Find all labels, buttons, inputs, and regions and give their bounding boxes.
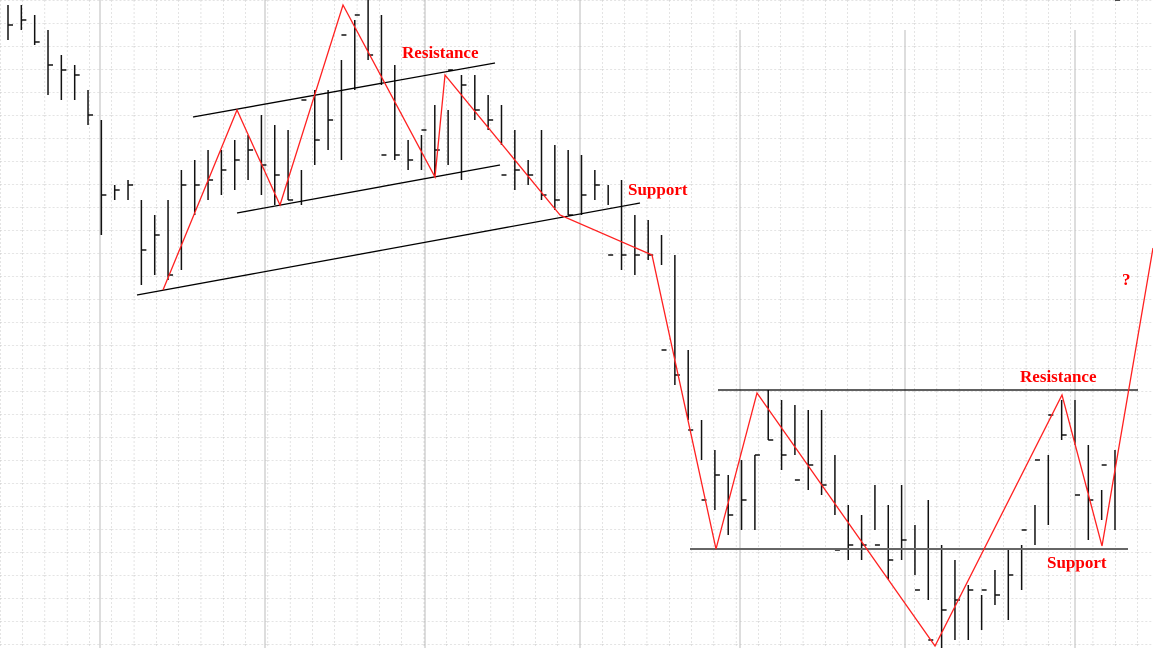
zigzag — [162, 3, 1153, 648]
annotation: Support — [1047, 553, 1107, 572]
annotation: Support — [628, 180, 688, 199]
annotation: Resistance — [402, 43, 479, 62]
annotation: ? — [1122, 270, 1131, 289]
trendlines — [136, 62, 1138, 550]
major-grid — [99, 0, 1076, 648]
annotation: Resistance — [1020, 367, 1097, 386]
